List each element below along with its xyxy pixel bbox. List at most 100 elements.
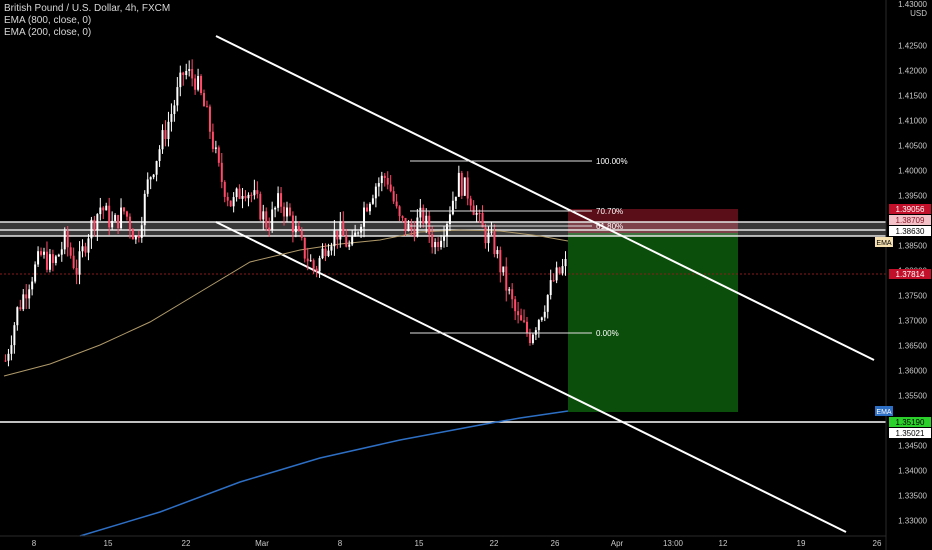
axis-currency: USD: [910, 9, 927, 18]
candle-body: [461, 173, 463, 196]
ema-200-tag-text: EMA: [876, 240, 892, 247]
candle-body: [79, 251, 81, 274]
candle-body: [19, 307, 21, 309]
candle-body: [526, 322, 528, 333]
y-tick-label: 1.33500: [898, 492, 927, 501]
candle-body: [73, 256, 75, 268]
candle-body: [434, 242, 436, 247]
candle-body: [402, 216, 404, 218]
candle-body: [99, 208, 101, 215]
candle-body: [179, 73, 181, 88]
candle-body: [4, 361, 6, 362]
candle-body: [265, 211, 267, 227]
candle-body: [221, 163, 223, 182]
candle-body: [452, 201, 454, 214]
candle-body: [455, 197, 457, 201]
candle-body: [390, 185, 392, 192]
candle-body: [419, 208, 421, 218]
symbol-title: British Pound / U.S. Dollar, 4h, FXCM: [4, 3, 170, 15]
fib-label-0: 0.00%: [596, 329, 619, 338]
candle-body: [422, 208, 424, 224]
candle-body: [200, 76, 202, 93]
candle-body: [156, 161, 158, 175]
candle-body: [224, 182, 226, 197]
candle-body: [206, 106, 208, 107]
candle-body: [559, 267, 561, 273]
x-tick-label: 8: [338, 539, 343, 548]
candle-body: [351, 237, 353, 245]
candle-body: [167, 122, 169, 139]
candle-body: [150, 177, 152, 179]
candle-body: [123, 208, 125, 212]
entry-b-price-text: 1.38630: [896, 227, 925, 236]
candle-body: [366, 208, 368, 212]
candle-body: [286, 208, 288, 217]
y-tick-label: 1.36500: [898, 342, 927, 351]
candle-body: [274, 208, 276, 210]
x-tick-label: 22: [490, 539, 499, 548]
candle-body: [348, 244, 350, 246]
candle-body: [268, 228, 270, 230]
candle-body: [479, 213, 481, 214]
candle-body: [490, 232, 492, 233]
candle-body: [256, 190, 258, 194]
candle-body: [253, 190, 255, 195]
candle-body: [236, 189, 238, 198]
axis-top-value: 1.43000: [898, 0, 927, 9]
candle-body: [185, 71, 187, 75]
candle-body: [354, 233, 356, 237]
candle-body: [399, 206, 401, 216]
candle-body: [129, 217, 131, 230]
candle-body: [259, 194, 261, 220]
take-profit-zone[interactable]: [568, 233, 738, 412]
candle-body: [215, 147, 217, 149]
last-price-text: 1.37814: [896, 270, 925, 279]
candle-body: [40, 251, 42, 255]
candle-body: [295, 226, 297, 232]
candle-body: [188, 69, 190, 71]
candle-body: [307, 259, 309, 262]
candle-body: [425, 216, 427, 224]
candle-body: [138, 236, 140, 238]
candle-body: [464, 177, 466, 195]
candle-body: [369, 204, 371, 211]
candle-body: [505, 266, 507, 290]
candle-body: [46, 252, 48, 270]
candle-body: [553, 280, 555, 281]
candle-body: [182, 73, 184, 75]
candle-body: [517, 311, 519, 315]
x-tick-label: 13:00: [663, 539, 684, 548]
x-tick-label: Apr: [611, 539, 624, 548]
candle-body: [393, 191, 395, 201]
candle-body: [16, 307, 18, 325]
candle-body: [562, 266, 564, 273]
candle-body: [31, 282, 33, 290]
candle-body: [538, 320, 540, 330]
candle-body: [336, 231, 338, 240]
candle-body: [191, 69, 193, 78]
candle-body: [176, 87, 178, 105]
candle-body: [322, 249, 324, 259]
candle-body: [416, 217, 418, 236]
candle-body: [523, 320, 525, 321]
candle-body: [327, 251, 329, 256]
ema-800-legend: EMA (800, close, 0): [4, 15, 170, 27]
candle-body: [37, 251, 39, 264]
candle-body: [529, 333, 531, 343]
candle-body: [102, 208, 104, 211]
y-tick-label: 1.41500: [898, 92, 927, 101]
candle-body: [499, 250, 501, 272]
y-tick-label: 1.36000: [898, 367, 927, 376]
candle-body: [230, 201, 232, 207]
target-price-text: 1.35190: [896, 418, 925, 427]
candle-body: [283, 207, 285, 217]
candle-body: [482, 213, 484, 227]
candle-body: [117, 215, 119, 228]
candle-body: [242, 196, 244, 199]
candle-body: [96, 214, 98, 230]
candle-body: [333, 231, 335, 247]
candle-body: [470, 199, 472, 206]
x-tick-label: 26: [873, 539, 882, 548]
candle-body: [280, 193, 282, 207]
